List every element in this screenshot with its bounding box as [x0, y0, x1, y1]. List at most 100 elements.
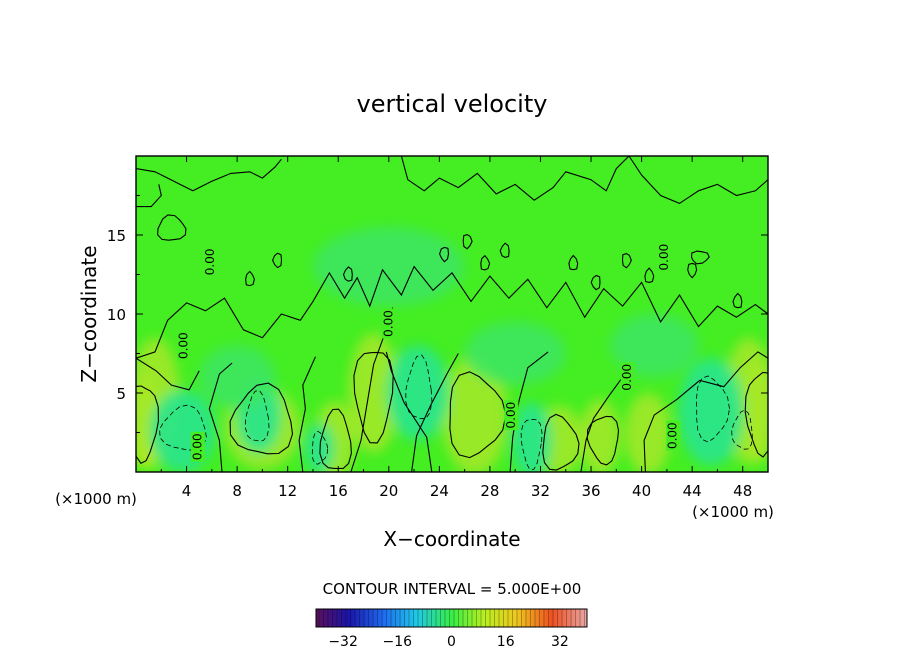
contour-zero: [136, 265, 768, 359]
x-tick-label: 40: [632, 482, 651, 500]
contour-label: 0.00: [177, 332, 191, 359]
x-unit-right: (×1000 m): [692, 503, 774, 521]
contour-label-bg: [620, 362, 635, 393]
contour-zero: [499, 242, 510, 258]
colorbar-ticks: −32 −16 0 16 32: [328, 634, 568, 650]
contour-label: 0.00: [666, 422, 680, 449]
contour-zero: [586, 415, 620, 466]
x-tick-label: 28: [480, 482, 499, 500]
contour-zero: [136, 357, 200, 391]
contour-negative: [244, 390, 270, 442]
contour-label-bg: [504, 400, 519, 431]
velocity-region: [199, 345, 276, 409]
y-tick-label: 15: [107, 227, 126, 245]
colorbar-tick-label: 16: [497, 634, 515, 650]
contour-zero: [590, 274, 601, 291]
chart-title: vertical velocity: [357, 90, 548, 118]
contour-zero: [687, 262, 698, 279]
contour-zero: [480, 254, 491, 271]
contour-label-bg: [657, 242, 672, 273]
contour-label: 0.00: [203, 249, 217, 276]
velocity-region: [464, 321, 566, 386]
contour-negative: [731, 409, 753, 450]
contour-label-bg: [381, 308, 396, 339]
y-tick-label: 10: [107, 306, 126, 324]
contour-zero: [568, 254, 579, 271]
x-tick-label: 24: [430, 482, 449, 500]
colorbar-frame: [315, 608, 588, 628]
velocity-region: [579, 399, 621, 472]
contour-label-bg: [203, 246, 218, 277]
contour-label-group: 0.00 0.00 0.00 0.00 0.00 0.00 0.00 0.00: [177, 242, 681, 462]
contour-zero: [509, 351, 549, 472]
contour-zero: [439, 246, 450, 263]
velocity-region: [312, 227, 465, 307]
x-tick-label: 4: [182, 482, 192, 500]
contour-label-bg: [177, 330, 192, 361]
contour-zero: [385, 351, 433, 472]
contour-zero: [744, 371, 768, 458]
contour-zero: [229, 382, 294, 455]
velocity-region: [610, 314, 699, 378]
contour-zero: [628, 156, 768, 205]
colorbar-stripes: [316, 609, 587, 627]
velocity-region: [386, 345, 450, 441]
contour-label: 0.00: [381, 310, 395, 337]
x-axis-ticks: 4 8 12 16 20 24 28 32 36 40 44 48: [160, 156, 752, 500]
x-unit-left: (×1000 m): [55, 490, 137, 508]
contour-lines: [136, 156, 768, 472]
contour-label: 0.00: [504, 402, 518, 429]
contour-zero: [157, 214, 187, 241]
velocity-region: [511, 402, 552, 472]
contour-zero: [245, 270, 255, 287]
contour-zero: [732, 292, 743, 309]
contour-zero: [136, 385, 159, 465]
contour-zero: [298, 356, 317, 472]
x-tick-label: 12: [278, 482, 297, 500]
colorbar-tick-label: 0: [447, 634, 456, 650]
contour-zero: [136, 184, 162, 208]
contour-interval-text: CONTOUR INTERVAL = 5.000E+00: [323, 580, 582, 598]
contour-label: 0.00: [657, 244, 671, 271]
x-tick-label: 16: [329, 482, 348, 500]
velocity-region: [625, 393, 671, 472]
y-axis-label: Z−coordinate: [77, 245, 101, 382]
x-tick-label: 8: [232, 482, 242, 500]
contour-zero: [411, 353, 459, 472]
colorbar-tick-label: −32: [328, 634, 358, 650]
x-tick-label: 44: [683, 482, 702, 500]
y-tick-label: 5: [116, 385, 126, 403]
y-axis-ticks: 5 10 15: [107, 195, 768, 433]
velocity-region: [304, 423, 335, 472]
contour-zero: [353, 351, 394, 444]
contour-zero: [542, 413, 580, 471]
contour-zero: [621, 253, 632, 269]
contour-zero: [643, 351, 768, 472]
contour-zero: [319, 408, 352, 470]
colorbar-tick-label: −16: [383, 634, 413, 650]
contour-zero: [690, 250, 710, 265]
x-tick-label: 20: [379, 482, 398, 500]
x-tick-label: 48: [733, 482, 752, 500]
contour-negative: [696, 375, 730, 443]
x-tick-label: 36: [581, 482, 600, 500]
x-tick-label: 32: [531, 482, 550, 500]
colorbar-tick-label: 32: [551, 634, 569, 650]
contour-zero: [342, 266, 353, 282]
contour-zero: [462, 233, 473, 250]
contour-label-bg: [666, 420, 681, 451]
contour-label: 0.00: [620, 364, 634, 391]
x-axis-label: X−coordinate: [383, 527, 520, 551]
contour-label: 0.00: [190, 433, 204, 460]
contour-zero: [400, 156, 630, 201]
contour-zero: [208, 362, 233, 472]
contour-zero: [580, 376, 624, 472]
contour-zero: [644, 267, 655, 283]
contour-zero: [449, 371, 507, 459]
contour-zero: [136, 158, 282, 192]
contour-negative: [405, 354, 433, 420]
contour-label-bg: [190, 431, 205, 462]
contour-negative: [520, 419, 543, 471]
contour-zero: [271, 252, 283, 269]
